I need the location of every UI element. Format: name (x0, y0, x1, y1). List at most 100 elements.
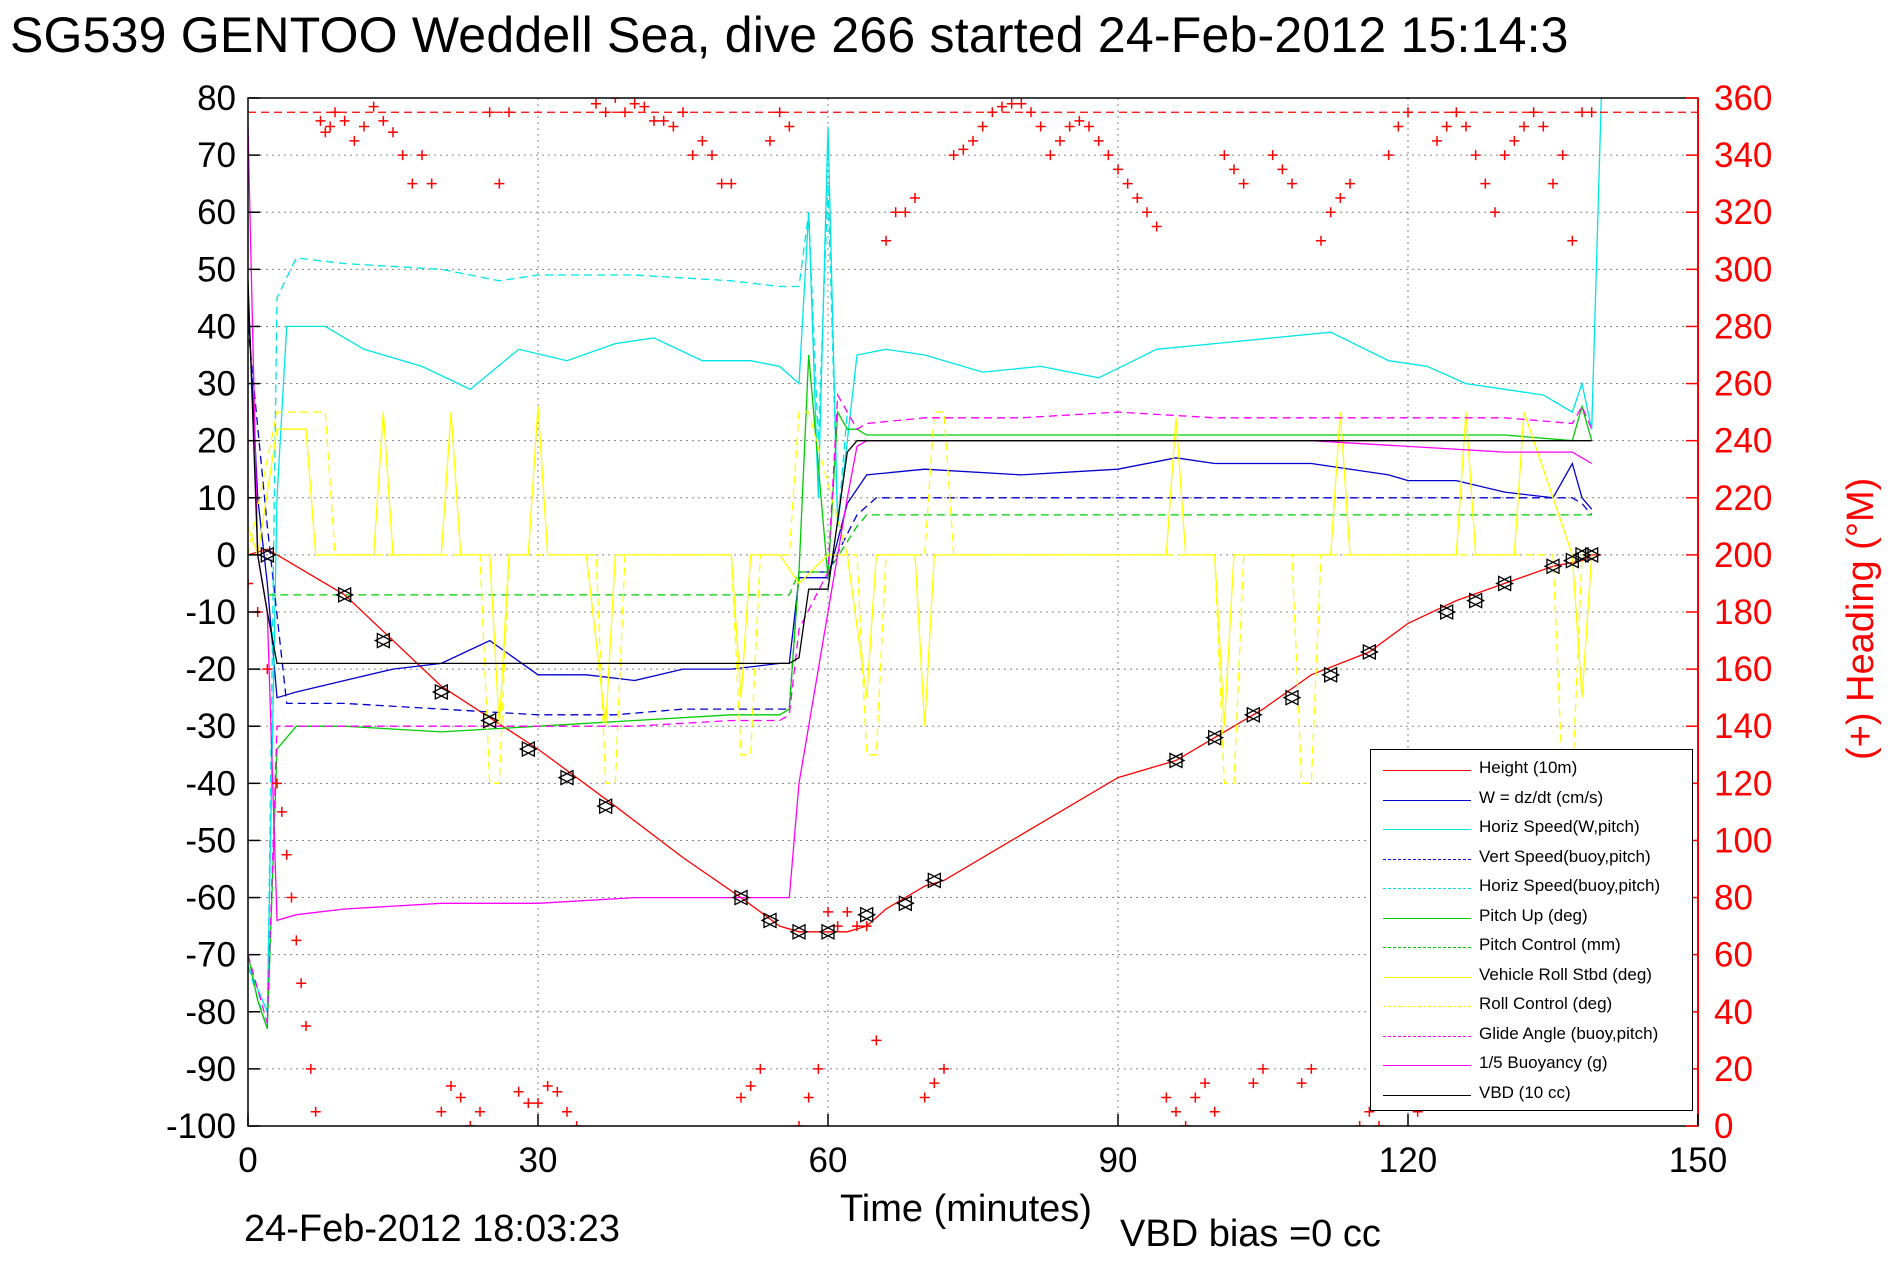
heading-point (262, 664, 273, 675)
heading-point (320, 127, 331, 138)
heading-point (861, 921, 872, 932)
right-tick-label: 200 (1714, 536, 1772, 575)
height-marker-left (1466, 592, 1483, 609)
heading-point (426, 178, 437, 189)
height-marker-left (818, 923, 835, 940)
legend-label: Pitch Control (mm) (1479, 935, 1621, 954)
heading-point (736, 1092, 746, 1103)
left-tick-label: -30 (185, 707, 236, 746)
heading-point (697, 135, 708, 146)
heading-point (1557, 150, 1568, 161)
heading-point (1016, 98, 1027, 109)
heading-point (745, 1081, 756, 1092)
legend-swatch (1383, 1006, 1471, 1007)
height-marker-left (373, 632, 390, 649)
heading-point (1026, 107, 1036, 118)
left-tick-label: 10 (197, 479, 236, 518)
right-axis-label: (+) Heading (°M) (1840, 477, 1882, 760)
height-marker-left (557, 769, 574, 786)
legend-entry: VBD (10 cc) (1371, 1081, 1692, 1110)
x-tick-label: 30 (519, 1141, 558, 1180)
right-tick-label: 360 (1714, 79, 1772, 118)
legend-swatch (1383, 770, 1471, 771)
heading-point (1277, 164, 1288, 175)
heading-point (1180, 1121, 1191, 1126)
heading-point (1161, 1092, 1172, 1103)
heading-point (1113, 164, 1123, 175)
heading-point (248, 578, 253, 589)
legend-label: VBD (10 cc) (1479, 1082, 1571, 1102)
heading-point (1499, 150, 1510, 161)
series-line-w-dz-dt-cm-s (248, 297, 1593, 699)
heading-point (349, 135, 360, 146)
heading-point (610, 98, 621, 103)
heading-point (910, 192, 920, 203)
height-marker-left (1437, 603, 1454, 621)
heading-point (281, 849, 292, 860)
height-marker-left (1282, 689, 1299, 706)
heading-point (1374, 1121, 1384, 1126)
left-tick-label: 80 (197, 79, 236, 118)
right-tick-label: 160 (1714, 650, 1772, 689)
heading-point (1316, 235, 1326, 246)
left-tick-label: 0 (217, 536, 236, 575)
heading-point (1287, 178, 1297, 189)
left-tick-label: 60 (197, 193, 236, 232)
heading-point (1035, 121, 1046, 132)
height-marker-right (483, 712, 500, 729)
right-tick-label: 320 (1714, 193, 1772, 232)
heading-point (958, 144, 969, 155)
height-markers-layer (257, 546, 1602, 940)
right-tick-label: 340 (1714, 136, 1772, 175)
heading-point (803, 1092, 814, 1103)
height-marker-right (521, 741, 538, 758)
heading-point (388, 127, 398, 138)
heading-point (1451, 107, 1462, 118)
heading-point (1296, 1078, 1307, 1089)
right-tick-label: 0 (1714, 1107, 1733, 1146)
left-tick-label: 70 (197, 136, 236, 175)
heading-point (842, 906, 853, 917)
legend-swatch (1383, 917, 1471, 919)
chart-title: SG539 GENTOO Weddell Sea, dive 266 start… (10, 7, 1569, 63)
heading-point (668, 121, 679, 132)
chart-legend: Height (10m) W = dz/dt (cm/s) Horiz Speed(… (1370, 749, 1693, 1111)
timestamp-text: 24-Feb-2012 18:03:23 (244, 1208, 621, 1250)
heading-point (504, 107, 514, 118)
left-tick-label: -60 (185, 879, 236, 918)
heading-point (296, 978, 307, 989)
height-marker-left (924, 872, 941, 889)
height-marker-right (1324, 666, 1341, 683)
heading-point (1393, 121, 1404, 132)
right-tick-label: 180 (1714, 593, 1772, 632)
heading-point (475, 1106, 485, 1117)
heading-point (339, 115, 350, 126)
heading-point (542, 1081, 553, 1092)
right-tick-label: 240 (1714, 422, 1772, 461)
legend-entry: Vert Speed(buoy,pitch) (1371, 845, 1692, 874)
heading-point (368, 101, 379, 112)
height-marker-right (1440, 603, 1457, 621)
heading-point (852, 921, 862, 932)
heading-point (726, 178, 737, 189)
height-marker-left (789, 923, 806, 940)
height-marker-right (1208, 729, 1225, 746)
left-axis-ticks: 80 70 60 50 40 30 20 10 0 -10 -20 -30 -40 -50 -60 -70 -8… (166, 79, 260, 1146)
heading-point (649, 115, 659, 126)
series-line-height-10m (248, 548, 1602, 933)
left-tick-label: -80 (185, 993, 236, 1032)
heading-point (1577, 107, 1587, 118)
right-tick-label: 60 (1714, 936, 1753, 975)
heading-point (1480, 178, 1491, 189)
height-marker-left (1495, 575, 1512, 592)
vbd-bias-text: VBD bias =0 cc (1120, 1213, 1381, 1255)
heading-point (765, 135, 775, 146)
height-marker-right (1585, 546, 1602, 563)
heading-point (455, 1092, 466, 1103)
right-tick-label: 20 (1714, 1050, 1753, 1089)
legend-swatch (1383, 947, 1471, 948)
x-tick-label: 0 (238, 1141, 257, 1180)
heading-point (1200, 1078, 1210, 1089)
x-axis-ticks: 0 30 60 90 120 150 (238, 1114, 1727, 1180)
heading-point (407, 178, 418, 189)
